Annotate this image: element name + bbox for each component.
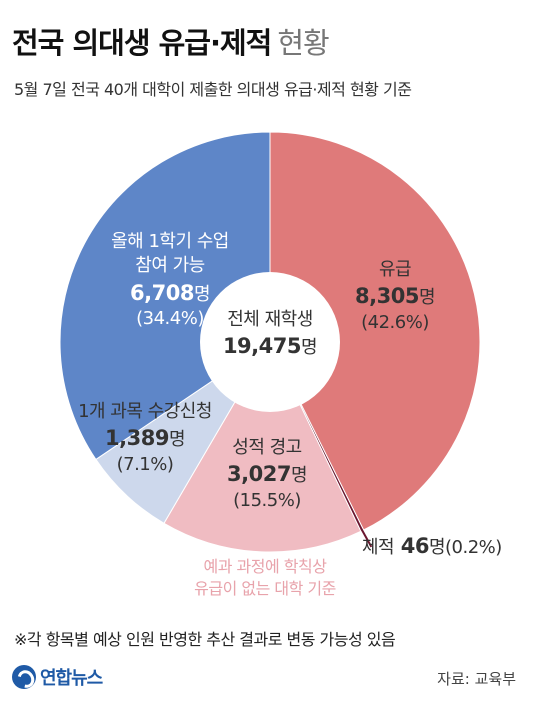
expel-leader-line [360, 528, 373, 548]
chart-subtitle: 5월 7일 전국 40개 대학이 제출한 의대생 유급·제적 현황 기준 [14, 80, 412, 99]
course-name: 1개 과목 수강신청 [78, 401, 212, 422]
center-count: 19,475 [222, 334, 302, 359]
fail-count: 8,305 [355, 284, 419, 309]
annotation-line2: 유급이 없는 대학 기준 [194, 578, 336, 598]
slice-fail [269, 131, 481, 531]
course-count: 1,389 [105, 426, 169, 451]
yonhap-logo-icon [12, 665, 36, 689]
slice-label-warning: 성적 경고 3,027명 (15.5%) [202, 436, 332, 513]
center-title: 전체 재학생 [227, 309, 313, 330]
warning-name: 성적 경고 [232, 437, 302, 458]
title-main: 전국 의대생 유급·제적 [12, 26, 272, 60]
publisher-logo: 연합뉴스 [12, 664, 103, 690]
fail-unit: 명 [418, 287, 436, 309]
slice-warning [163, 340, 362, 553]
title-sub: 현황 [277, 26, 329, 60]
center-label: 전체 재학생 19,475명 [200, 308, 340, 361]
donut-hole [200, 272, 340, 412]
annotation-line1: 예과 과정에 학칙상 [203, 557, 327, 576]
slice-label-attending: 올해 1학기 수업 참여 가능 6,708명 (34.4%) [80, 230, 260, 331]
attending-name-line2: 참여 가능 [135, 255, 205, 277]
slice-label-fail: 유급 8,305명 (42.6%) [340, 258, 450, 335]
warning-unit: 명 [290, 465, 308, 487]
fail-name: 유급 [378, 259, 412, 280]
expel-name: 제적 [362, 537, 395, 558]
course-percent: (7.1%) [116, 453, 174, 475]
slice-label-course: 1개 과목 수강신청 1,389명 (7.1%) [60, 400, 230, 477]
course-unit: 명 [168, 429, 186, 451]
warning-count: 3,027 [227, 462, 291, 487]
chart-annotation: 예과 과정에 학칙상 유급이 없는 대학 기준 [160, 556, 370, 599]
slice-label-expel: 제적 46명(0.2%) [362, 532, 502, 560]
footnote: ※각 항목별 예상 인원 반영한 추산 결과로 변동 가능성 있음 [14, 630, 396, 649]
attending-name-line1: 올해 1학기 수업 [111, 231, 229, 252]
chart-title: 전국 의대생 유급·제적 현황 [12, 20, 330, 62]
source-note: 자료: 교육부 [437, 670, 516, 688]
expel-count: 46 [400, 534, 430, 558]
fail-percent: (42.6%) [361, 311, 429, 333]
attending-unit: 명 [193, 283, 211, 305]
center-unit: 명 [300, 337, 318, 359]
expel-percent: (0.2%) [445, 537, 502, 558]
attending-percent: (34.4%) [136, 307, 204, 329]
slice-attending [59, 131, 271, 461]
attending-count: 6,708 [130, 280, 194, 305]
warning-percent: (15.5%) [233, 489, 301, 511]
expel-unit: 명 [428, 537, 446, 558]
logo-text: 연합뉴스 [40, 668, 103, 689]
